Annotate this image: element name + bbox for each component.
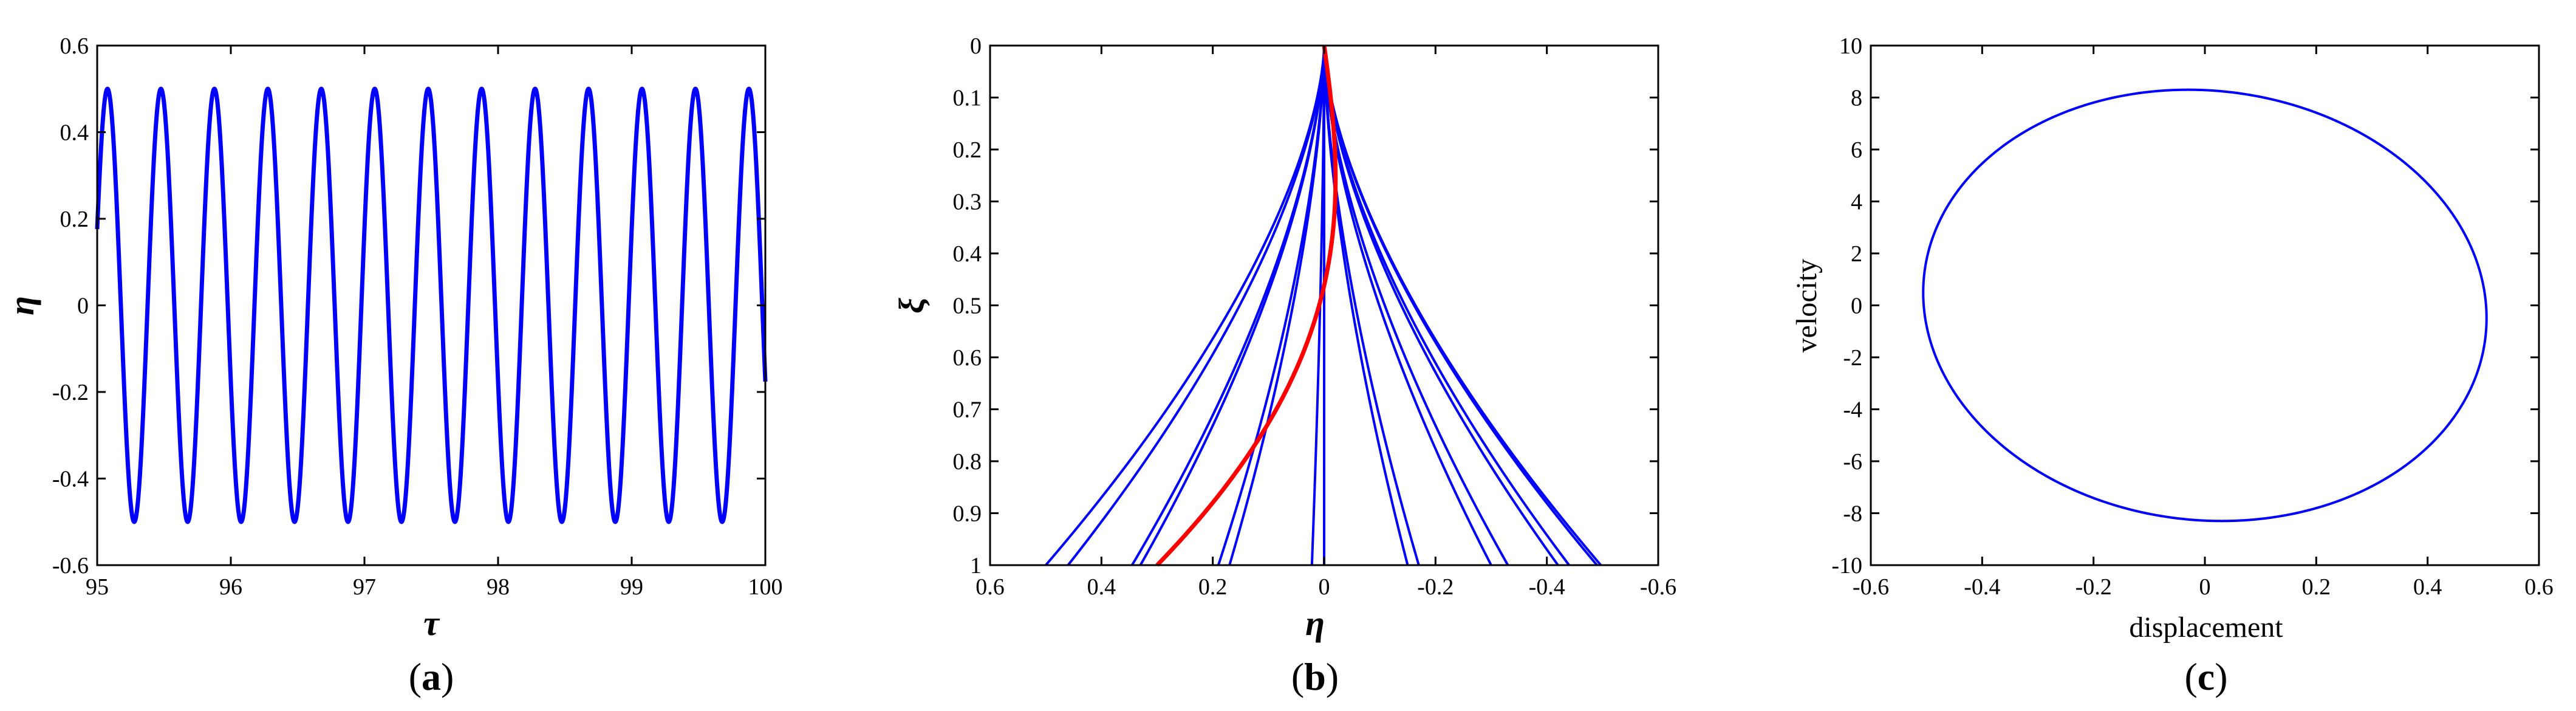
panel-a-xtick-label: 95 [86,574,109,600]
panel-c-ytick-label: -2 [1843,345,1862,371]
panel-a-ytick-label: 0 [77,294,89,319]
panel-c-ytick-label: 10 [1839,33,1862,59]
panel-c-ytick-label: -8 [1843,501,1862,527]
panel-a-xtick-label: 99 [620,574,643,600]
panel-b-snapshot-line [1139,45,1325,566]
panel-b-xtick-label: -0.6 [1640,574,1676,600]
panel-c-ytick-label: 2 [1851,241,1862,267]
panel-b-ytick-label: 0.7 [953,397,982,423]
panel-b-snapshot-line [1323,45,1559,566]
panel-a-label: (a) [409,655,454,698]
panel-a-ytick-label: -0.6 [52,553,89,579]
panel-b-snapshot-line [1323,45,1602,566]
panel-b-ytick-label: 0.9 [953,501,982,527]
panel-a-xtick-label: 96 [219,574,242,600]
panel-c-ticks: -0.6 -0.4 -0.2 0 0.2 0.4 0.6 10 8 6 4 2 0 -2 -4 -6 -8 -10 [1831,33,2553,600]
panel-c-xtick-label: 0 [2199,574,2211,600]
panel-c-ytick-label: 6 [1851,137,1862,163]
panel-a-ytick-label: 0.4 [60,120,89,146]
panel-c-xtick-label: -0.4 [1964,574,2000,600]
panel-a-ytick-label: 0.6 [60,33,89,59]
panel-c-ytick-label: 4 [1851,190,1862,215]
panel-b-snapshot-line [1323,45,1570,566]
panel-c-ytick-label: 0 [1851,294,1862,319]
panel-c-chart: -0.6 -0.4 -0.2 0 0.2 0.4 0.6 10 8 6 4 2 0 -2 -4 -6 -8 -10… [1791,33,2554,698]
panel-b-highlight-line [1155,45,1338,567]
panel-b-ytick-label: 1 [970,553,982,579]
panel-c-ylabel: velocity [1791,259,1823,353]
panel-b-ytick-label: 0.2 [953,137,982,163]
panel-b-plot-area [1045,45,1602,567]
panel-b-ytick-label: 0.8 [953,449,982,475]
panel-c-xtick-label: 0.4 [2413,574,2442,600]
panel-c-ytick-label: 8 [1851,86,1862,111]
panel-c-ytick-label: -10 [1831,553,1862,579]
panel-a-ylabel: η [2,296,41,315]
panel-b-ytick-label: 0.5 [953,294,982,319]
panel-a-ytick-label: 0.2 [60,207,89,232]
panel-c-xtick-label: 0.6 [2524,574,2554,600]
panel-b-ytick-label: 0.3 [953,190,982,215]
panel-a-plot-area [95,86,768,524]
panel-c-ytick-label: -4 [1843,397,1862,423]
panel-b-ytick-label: 0.6 [953,345,982,371]
panel-b-snapshot-line [1067,45,1325,566]
panel-b-ytick-label: 0 [970,33,982,59]
panel-b-xtick-label: -0.2 [1417,574,1454,600]
panel-b-snapshot-line [1045,45,1325,566]
panel-b-label: (b) [1291,655,1339,698]
panel-a-ytick-label: -0.4 [52,467,89,492]
panel-b-xtick-label: 0.2 [1198,574,1228,600]
panel-b-xlabel: η [1305,603,1325,643]
panel-b-ytick-label: 0.1 [953,86,982,111]
panel-a-xtick-label: 100 [748,574,783,600]
panel-a-xlabel: τ [423,603,440,643]
panel-b-xtick-label: 0.6 [975,574,1005,600]
panel-a-xtick-label: 97 [353,574,376,600]
panel-b-ticks: 0.6 0.4 0.2 0 -0.2 -0.4 -0.6 0 0.1 0.2 0.3 0.4 0.5 0.… [953,33,1677,600]
panel-a-series-line [95,86,768,524]
panel-c-label: (c) [2184,655,2227,698]
panel-c-xtick-label: -0.2 [2075,574,2112,600]
panel-b-snapshot-line [1323,45,1420,566]
panel-c-xtick-label: -0.6 [1853,574,1889,600]
panel-b-chart: 0.6 0.4 0.2 0 -0.2 -0.4 -0.6 0 0.1 0.2 0.3 0.4 0.5 0.… [892,33,1676,698]
panel-c-ytick-label: -6 [1843,449,1862,475]
panel-a-ticks: 95 96 97 98 99 100 0.6 0.4 0.2 0 -0.2 -0.4 -0.6 [52,33,783,600]
panel-b-xtick-label: 0 [1319,574,1330,600]
panel-b-xtick-label: -0.4 [1529,574,1565,600]
panel-c-xtick-label: 0.2 [2302,574,2331,600]
panel-c-frame [1870,44,2540,566]
panel-b-snapshot-line [1323,45,1598,566]
panel-c-plot-area [1922,88,2488,523]
panel-b-snapshot-line [1217,45,1325,566]
panel-a-ytick-label: -0.2 [52,380,89,405]
panel-b-ytick-label: 0.4 [953,241,982,267]
panel-a-xtick-label: 98 [487,574,510,600]
panel-b-ylabel: ξ [892,298,931,314]
panel-c-phase-curve [1922,88,2488,523]
panel-b-snapshot-line [1228,45,1325,566]
panel-c-xlabel: displacement [2129,611,2283,644]
panel-b-xtick-label: 0.4 [1087,574,1116,600]
panel-b-snapshot-line [1131,45,1325,566]
